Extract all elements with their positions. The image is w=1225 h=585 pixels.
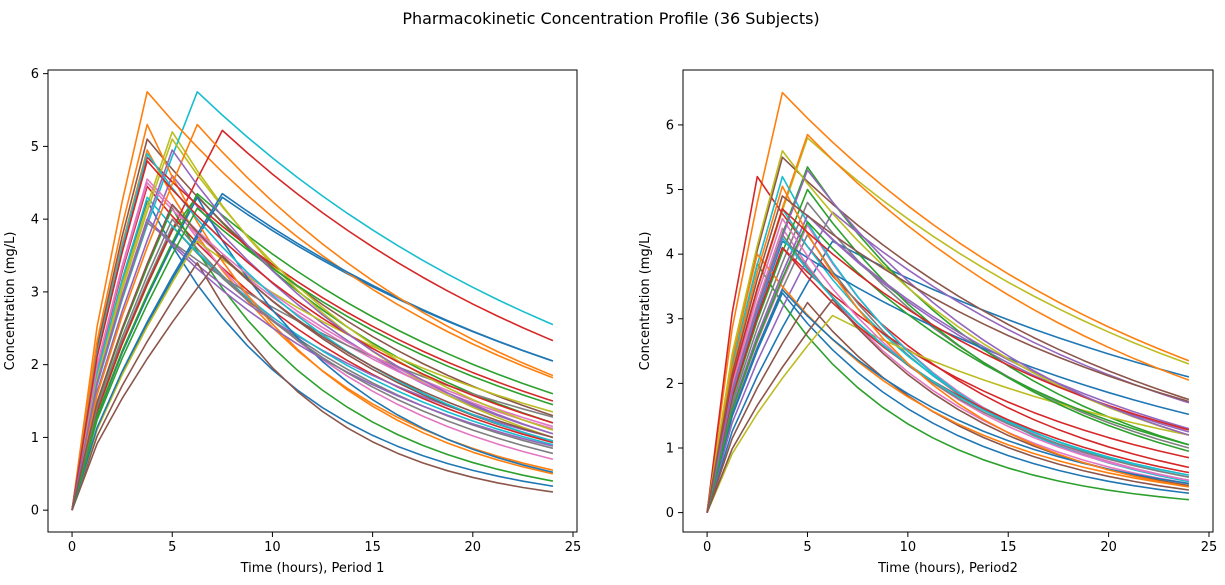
y-tick-label: 5 <box>31 140 39 155</box>
series-line-22 <box>71 123 554 511</box>
series-line-17 <box>706 224 1190 513</box>
series-line-2 <box>706 91 1190 513</box>
series-line-8 <box>71 225 554 511</box>
x-tick-label: 15 <box>364 540 381 555</box>
x-tick-label: 15 <box>1000 540 1017 555</box>
series-line-30 <box>706 237 1190 513</box>
series-line-11 <box>706 292 1190 513</box>
series-line-34 <box>71 160 554 511</box>
x-tick-label: 10 <box>264 540 281 555</box>
series-line-13 <box>71 207 554 511</box>
series-line-23 <box>71 192 554 511</box>
series-line-4 <box>706 175 1190 513</box>
series-line-19 <box>706 314 1190 513</box>
series-line-31 <box>71 192 554 511</box>
y-tick-label: 2 <box>666 377 674 392</box>
series-line-16 <box>706 301 1190 513</box>
series-line-33 <box>706 221 1190 513</box>
left-subplot: 0 5 10 15 20 25 0 1 2 3 4 5 6 Time (hours), Period 1 C… <box>3 67 581 576</box>
series-line-16 <box>71 261 554 511</box>
series-line-28 <box>71 218 554 511</box>
y-tick-label: 2 <box>31 358 39 373</box>
series-line-21 <box>71 196 554 511</box>
x-tick-label: 5 <box>803 540 811 555</box>
x-tick-label: 10 <box>900 540 917 555</box>
series-line-1 <box>706 240 1190 513</box>
series-line-34 <box>706 208 1190 513</box>
y-tick-label: 0 <box>666 506 674 521</box>
series-line-17 <box>71 181 554 511</box>
series-line-9 <box>71 131 554 511</box>
x-axis-label: Time (hours), Period2 <box>877 561 1018 576</box>
series-line-1 <box>71 200 554 511</box>
y-tick-label: 1 <box>31 431 39 446</box>
x-axis-label: Time (hours), Period 1 <box>240 561 385 576</box>
series-line-30 <box>71 152 554 511</box>
y-tick-label: 1 <box>666 442 674 457</box>
series-line-12 <box>706 133 1190 513</box>
y-tick-label: 4 <box>666 248 674 263</box>
series-line-9 <box>706 137 1190 513</box>
figure-title: Pharmacokinetic Concentration Profile (3… <box>402 9 819 28</box>
y-tick-label: 4 <box>31 213 39 228</box>
x-tick-label: 25 <box>565 540 582 555</box>
y-tick-label: 6 <box>666 118 674 133</box>
series-line-36 <box>71 203 554 511</box>
series-line-36 <box>706 195 1190 513</box>
series-line-13 <box>706 166 1190 513</box>
series-line-33 <box>71 207 554 511</box>
y-tick-label: 6 <box>31 67 39 82</box>
series-line-25 <box>706 214 1190 513</box>
y-axis-label: Concentration (mg/L) <box>638 232 653 371</box>
series-line-29 <box>71 138 554 511</box>
y-tick-label: 3 <box>31 285 39 300</box>
series-line-20 <box>71 196 554 511</box>
series-line-12 <box>71 91 554 511</box>
series-line-32 <box>71 123 554 511</box>
y-tick-label: 3 <box>666 312 674 327</box>
series-line-24 <box>706 246 1190 513</box>
x-tick-label: 20 <box>1100 540 1117 555</box>
series-line-18 <box>71 221 554 511</box>
axes-frame <box>47 69 578 533</box>
series-line-14 <box>706 246 1190 513</box>
series-line-35 <box>71 149 554 511</box>
x-tick-label: 0 <box>68 540 76 555</box>
series-group <box>71 91 554 511</box>
series-line-5 <box>71 174 554 511</box>
x-tick-label: 25 <box>1201 540 1218 555</box>
right-subplot: 0 5 10 15 20 25 0 1 2 3 4 5 6 Time (hours), Period2 Co… <box>638 69 1218 576</box>
series-line-27 <box>706 217 1190 513</box>
series-line-3 <box>706 263 1189 513</box>
x-tick-label: 20 <box>465 540 482 555</box>
series-line-6 <box>706 156 1190 513</box>
series-line-14 <box>71 129 554 511</box>
axes-frame <box>682 69 1214 533</box>
series-group <box>706 91 1190 513</box>
series-line-22 <box>706 253 1190 513</box>
y-tick-label: 0 <box>31 504 39 519</box>
y-tick-label: 5 <box>666 183 674 198</box>
x-tick-label: 5 <box>168 540 176 555</box>
series-line-31 <box>706 288 1190 513</box>
series-line-10 <box>71 91 554 511</box>
x-tick-label: 0 <box>703 540 711 555</box>
series-line-35 <box>706 169 1190 513</box>
y-axis-label: Concentration (mg/L) <box>3 232 18 371</box>
series-line-19 <box>71 240 554 511</box>
series-line-28 <box>706 233 1190 513</box>
